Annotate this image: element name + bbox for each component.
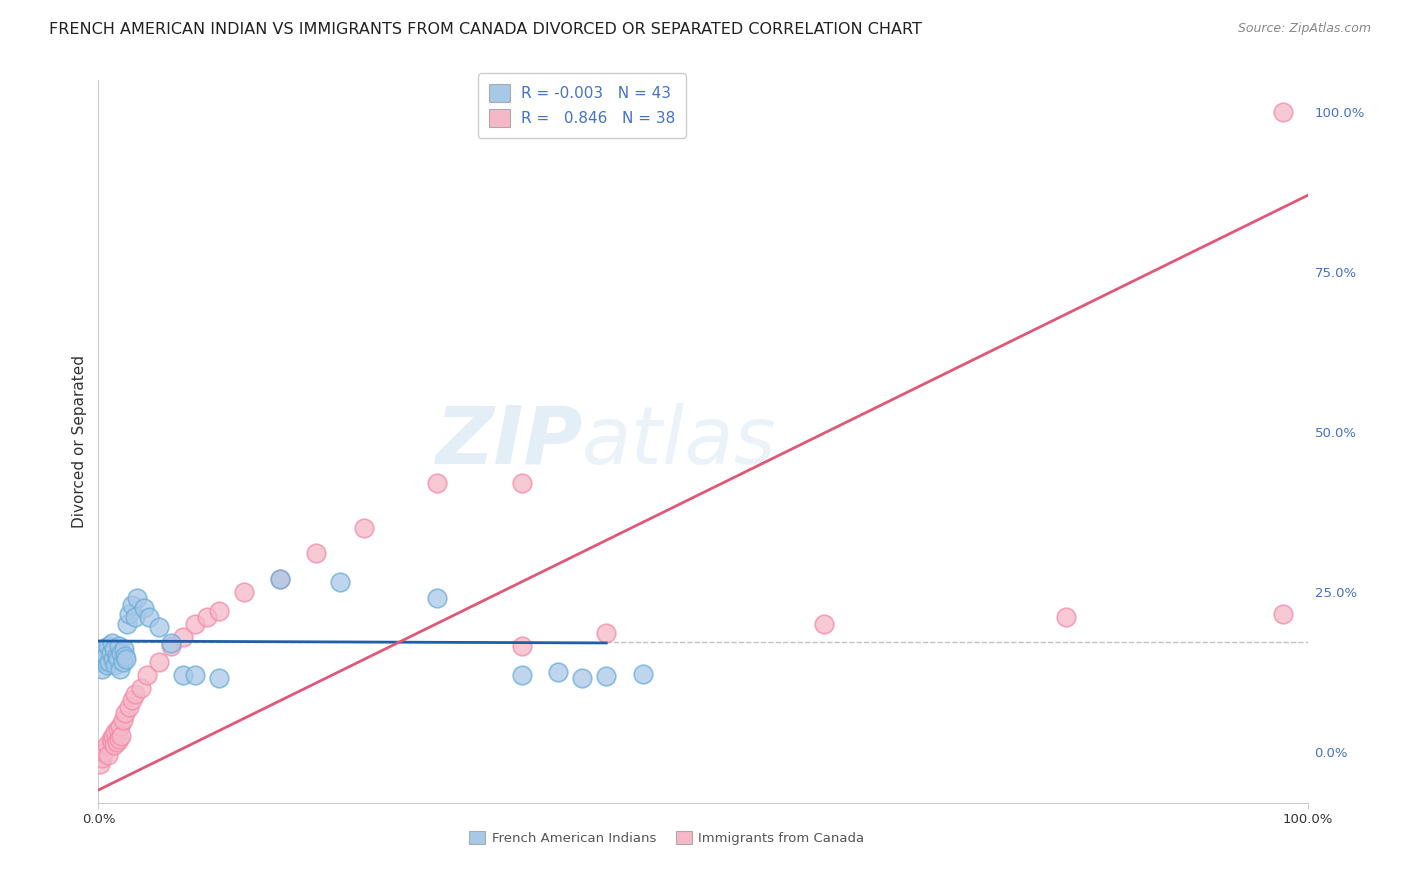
Point [135, 668, 157, 682]
Point [108, 731, 131, 746]
Point [117, 616, 139, 631]
Point [510, 476, 533, 491]
Point [103, 738, 125, 752]
Point [93, 652, 115, 666]
Point [100, 636, 122, 650]
Point [110, 729, 132, 743]
Point [426, 591, 449, 606]
Point [631, 666, 654, 681]
Point [114, 706, 136, 721]
Point [121, 598, 143, 612]
Point [129, 681, 152, 695]
Point [595, 626, 617, 640]
Point [353, 521, 375, 535]
Point [96, 658, 118, 673]
Point [91, 642, 114, 657]
Point [100, 646, 122, 660]
Point [89, 757, 111, 772]
Point [329, 575, 352, 590]
Point [124, 610, 146, 624]
Point [105, 648, 128, 663]
Point [93, 745, 115, 759]
Point [1054, 610, 1077, 624]
Point [184, 668, 207, 682]
Point [97, 639, 120, 653]
Point [100, 735, 122, 749]
Point [100, 731, 122, 746]
Point [269, 572, 291, 586]
Point [1272, 105, 1295, 120]
Point [96, 738, 118, 752]
Point [111, 655, 134, 669]
Text: ZIP: ZIP [434, 402, 582, 481]
Y-axis label: Divorced or Separated: Divorced or Separated [72, 355, 87, 528]
Point [510, 639, 533, 653]
Point [184, 616, 207, 631]
Point [148, 620, 170, 634]
Text: atlas: atlas [582, 402, 778, 481]
Point [160, 639, 183, 653]
Point [101, 729, 124, 743]
Point [547, 665, 569, 679]
Point [172, 668, 194, 682]
Point [97, 747, 120, 762]
Point [208, 604, 231, 618]
Point [91, 751, 114, 765]
Point [813, 616, 835, 631]
Point [104, 658, 127, 673]
Point [118, 607, 141, 622]
Point [124, 687, 146, 701]
Point [107, 723, 129, 737]
Point [172, 630, 194, 644]
Point [160, 636, 183, 650]
Point [1272, 607, 1295, 622]
Point [571, 671, 593, 685]
Point [105, 735, 128, 749]
Point [89, 655, 111, 669]
Point [112, 642, 135, 657]
Text: Source: ZipAtlas.com: Source: ZipAtlas.com [1237, 22, 1371, 36]
Point [134, 600, 156, 615]
Point [208, 671, 231, 685]
Point [138, 610, 160, 624]
Point [195, 610, 218, 624]
Point [114, 648, 136, 663]
Point [104, 725, 127, 739]
Point [510, 668, 533, 682]
Point [110, 646, 132, 660]
Point [595, 669, 617, 683]
Point [107, 652, 129, 666]
Point [426, 476, 449, 491]
Point [108, 639, 131, 653]
Point [108, 661, 131, 675]
Point [232, 584, 254, 599]
Point [118, 699, 141, 714]
Point [108, 719, 131, 733]
Point [91, 661, 114, 675]
Point [115, 652, 138, 666]
Point [269, 572, 291, 586]
Text: FRENCH AMERICAN INDIAN VS IMMIGRANTS FROM CANADA DIVORCED OR SEPARATED CORRELATI: FRENCH AMERICAN INDIAN VS IMMIGRANTS FRO… [49, 22, 922, 37]
Point [111, 713, 134, 727]
Point [101, 652, 124, 666]
Legend: French American Indians, Immigrants from Canada: French American Indians, Immigrants from… [464, 826, 869, 850]
Point [98, 655, 121, 669]
Point [94, 648, 117, 663]
Point [127, 591, 149, 606]
Point [148, 655, 170, 669]
Point [103, 642, 125, 657]
Point [90, 646, 112, 660]
Point [121, 693, 143, 707]
Point [305, 546, 328, 560]
